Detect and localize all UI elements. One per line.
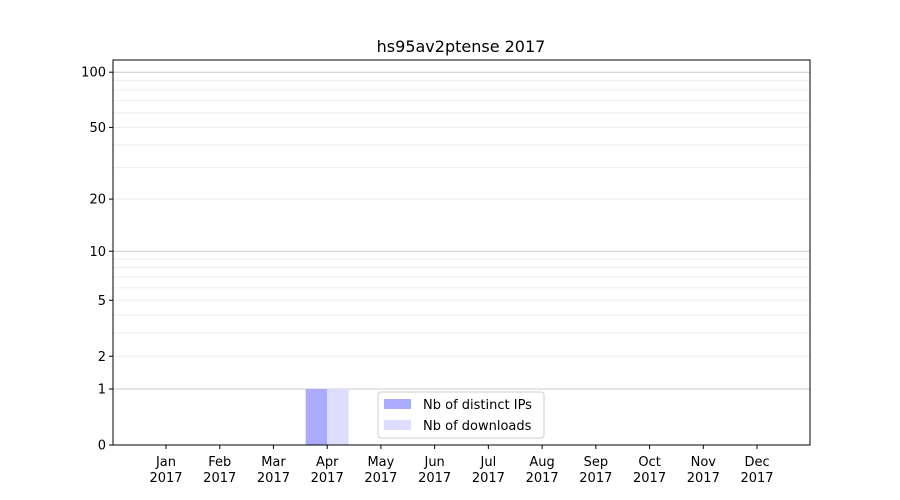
bars — [305, 389, 349, 445]
grid — [113, 71, 810, 390]
x-tick-label: Jun 2017 — [418, 455, 451, 486]
y-tick-label: 5 — [98, 294, 106, 309]
x-tick-label: Dec 2017 — [740, 455, 773, 486]
x-tick-label: Sep 2017 — [579, 455, 612, 486]
x-axis: Jan 2017 Feb 2017 Mar 2017 Apr 2017 May 2017 Jun 20… — [149, 445, 774, 486]
y-tick-label: 10 — [89, 245, 106, 260]
x-tick-label: Jul 2017 — [472, 455, 505, 486]
y-axis: 0 1 2 5 10 20 50 100 — [81, 66, 113, 454]
chart-title: hs95av2ptense 2017 — [377, 37, 546, 56]
legend-label-downloads: Nb of downloads — [423, 419, 532, 434]
x-tick-label: Aug 2017 — [526, 455, 559, 486]
plot-frame — [112, 59, 811, 446]
x-tick-label: May 2017 — [364, 455, 397, 486]
x-tick-label: Oct 2017 — [633, 455, 666, 486]
y-tick-label: 100 — [81, 66, 106, 81]
y-tick-label: 50 — [89, 121, 106, 136]
y-tick-label: 2 — [98, 350, 106, 365]
y-tick-label: 20 — [89, 193, 106, 208]
legend-label-distinct-ips: Nb of distinct IPs — [423, 398, 532, 413]
x-tick-label: Mar 2017 — [257, 455, 290, 486]
x-tick-label: Apr 2017 — [311, 455, 344, 486]
x-tick-label: Feb 2017 — [203, 455, 236, 486]
legend-swatch-downloads — [384, 420, 411, 430]
legend-swatch-distinct-ips — [384, 399, 411, 409]
x-tick-label: Jan 2017 — [149, 455, 182, 486]
y-tick-label: 1 — [98, 383, 106, 398]
x-tick-label: Nov 2017 — [687, 455, 720, 486]
y-tick-label: 0 — [98, 439, 106, 454]
bar-downloads — [327, 389, 349, 445]
bar-distinct-ips — [305, 389, 328, 445]
legend: Nb of distinct IPs Nb of downloads — [377, 391, 545, 439]
